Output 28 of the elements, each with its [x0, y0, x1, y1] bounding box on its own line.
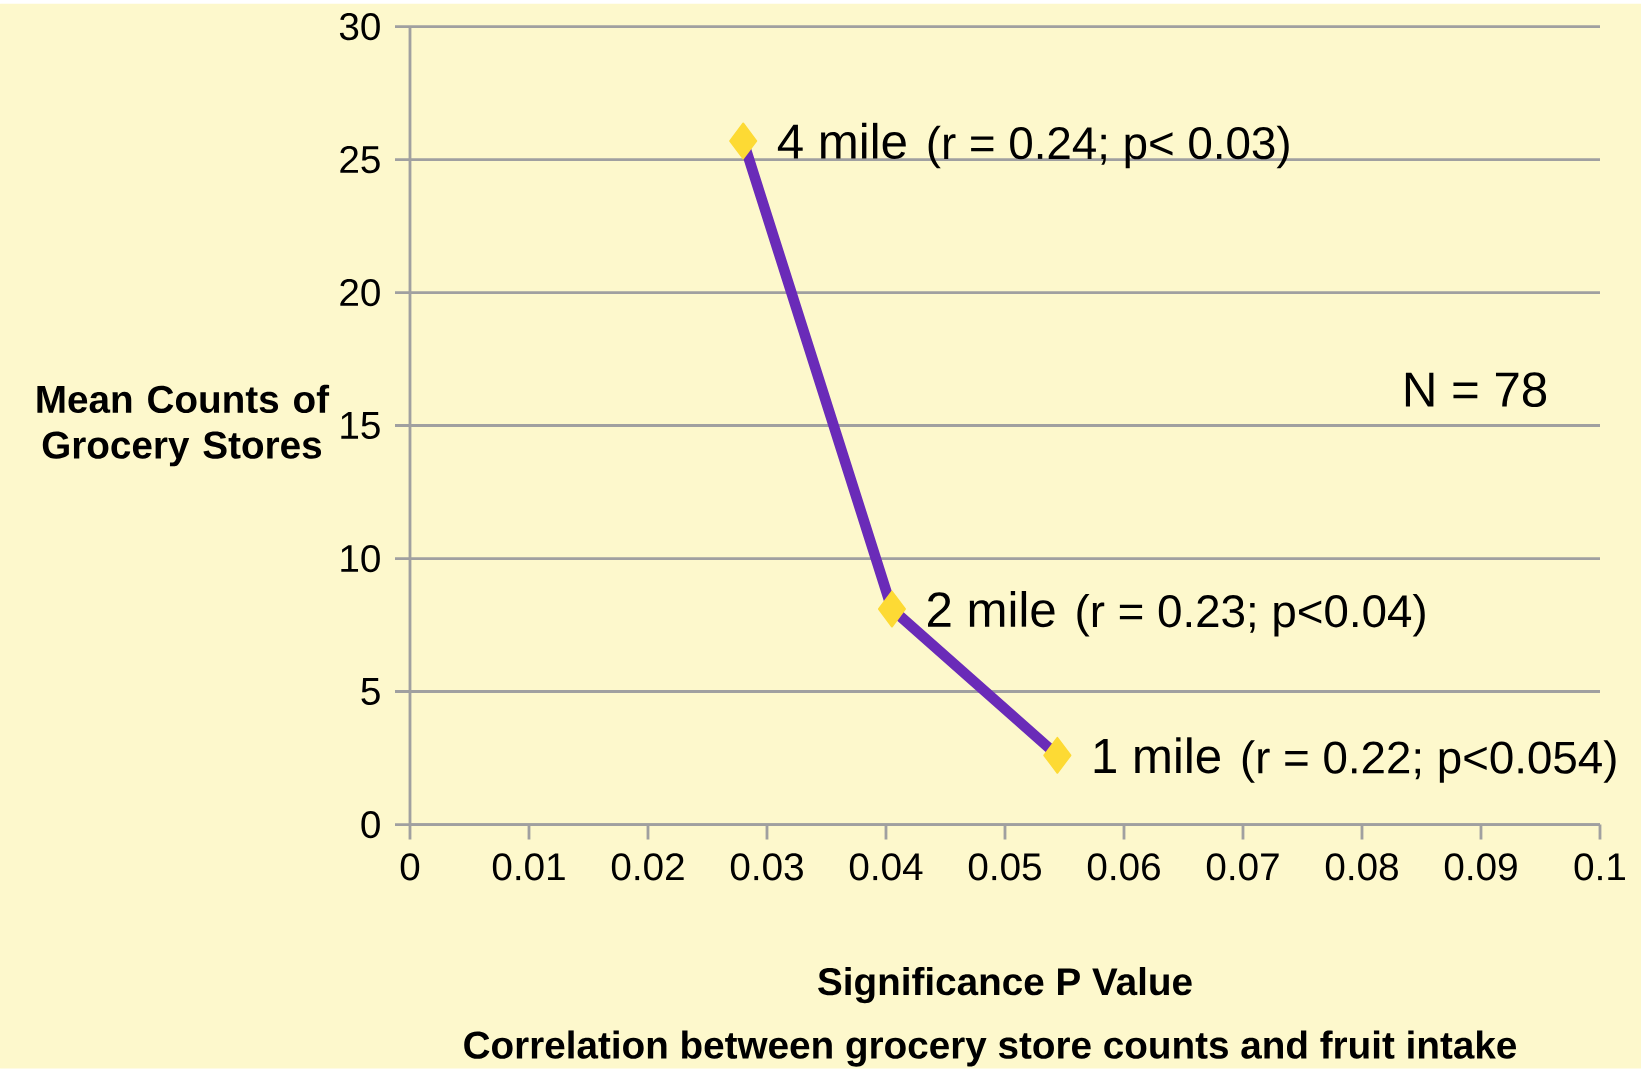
- x-tick-label: 0.02: [611, 853, 684, 881]
- annotation: (r = 0.22; p<0.054): [1242, 740, 1616, 784]
- x-axis-title: Significance P Value: [818, 967, 1192, 1004]
- x-tick-label: 0.06: [1087, 853, 1160, 881]
- annotation: (r = 0.23; p<0.04): [1077, 594, 1425, 637]
- x-tick-label: 0.09: [1444, 853, 1517, 881]
- annotation: 4 mile: [777, 123, 906, 160]
- x-tick-label: 0.07: [1206, 853, 1279, 881]
- x-tick-label: 0.1: [1574, 853, 1625, 881]
- x-tick-label: 0.03: [730, 853, 803, 881]
- y-tick-label: 15: [341, 412, 380, 440]
- y-tick-label: 0: [361, 811, 380, 839]
- x-tick-label: 0: [400, 853, 420, 881]
- annotation: 2 mile: [928, 591, 1055, 628]
- x-tick-label: 0.04: [849, 853, 923, 881]
- x-tick-label: 0.08: [1325, 853, 1398, 881]
- annotation: (r = 0.24; p< 0.03): [928, 125, 1289, 169]
- y-tick-label: 20: [340, 279, 380, 307]
- y-axis-title: Mean Counts of Grocery Stores: [37, 384, 330, 467]
- x-tick-label: 0.05: [968, 853, 1041, 881]
- y-tick-label: 5: [361, 678, 380, 706]
- y-tick-label: 10: [341, 545, 380, 573]
- y-tick-label: 25: [340, 146, 380, 174]
- annotation: N = 78: [1405, 372, 1547, 408]
- text: Correlation between grocery store counts and fruit intake: [464, 1030, 1517, 1067]
- y-tick-label: 30: [339, 13, 380, 41]
- annotation: 1 mile: [1094, 737, 1220, 774]
- x-tick-label: 0.01: [492, 853, 565, 881]
